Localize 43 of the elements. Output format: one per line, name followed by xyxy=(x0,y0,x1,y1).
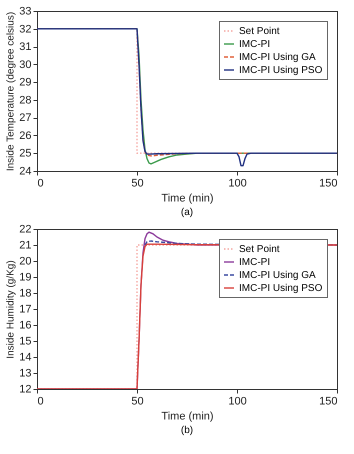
y-tick-label: 20 xyxy=(19,256,32,268)
text: (a) xyxy=(180,207,194,218)
y-tick-label: 25 xyxy=(19,148,32,160)
x-tick-label: 150 xyxy=(319,178,338,190)
y-tick-label: 30 xyxy=(19,58,32,71)
y-tick-label: 14 xyxy=(19,352,32,364)
y-tick-label: 31 xyxy=(19,41,32,54)
x-tick-label: 0 xyxy=(38,396,44,408)
y-tick-label: 16 xyxy=(19,320,32,332)
x-tick-label: 100 xyxy=(228,178,247,190)
y-tick-label: 17 xyxy=(19,304,32,316)
x-tick-label: 100 xyxy=(228,396,247,408)
y-tick-label: 24 xyxy=(19,166,32,178)
text: (b) xyxy=(180,425,194,436)
y-axis-title: Inside Temperature (degree celsius) xyxy=(5,12,16,172)
legend-label: IMC-PI Using GA xyxy=(239,270,316,281)
y-tick-label: 32 xyxy=(19,23,32,36)
y-tick-label: 26 xyxy=(19,130,32,142)
x-axis-title: Time (min) xyxy=(161,410,214,422)
y-tick-label: 15 xyxy=(19,336,32,348)
y-tick-label: 19 xyxy=(19,272,32,284)
legend-label: IMC-PI xyxy=(239,257,270,268)
y-tick-label: 29 xyxy=(19,76,32,89)
legend-label: IMC-PI Using GA xyxy=(239,52,316,63)
y-tick-label: 33 xyxy=(19,6,32,18)
y-tick-label: 12 xyxy=(19,384,32,396)
legend-label: IMC-PI xyxy=(239,39,270,50)
y-tick-label: 13 xyxy=(19,368,32,380)
x-tick-label: 50 xyxy=(131,178,144,190)
legend-label: IMC-PI Using PSO xyxy=(239,283,323,294)
legend-label: Set Point xyxy=(239,26,280,37)
y-axis-title: Inside Humidity (g/Kg) xyxy=(5,260,16,359)
x-tick-label: 150 xyxy=(319,396,338,408)
x-tick-label: 0 xyxy=(38,178,44,190)
y-tick-label: 21 xyxy=(19,240,32,252)
legend-label: IMC-PI Using PSO xyxy=(239,65,323,76)
legend-label: Set Point xyxy=(239,244,280,255)
y-tick-label: 22 xyxy=(19,224,32,236)
y-tick-label: 28 xyxy=(19,94,32,106)
y-tick-label: 18 xyxy=(19,288,32,300)
x-tick-label: 50 xyxy=(131,396,144,408)
x-axis-title: Time (min) xyxy=(161,192,214,204)
y-tick-label: 27 xyxy=(19,112,32,124)
